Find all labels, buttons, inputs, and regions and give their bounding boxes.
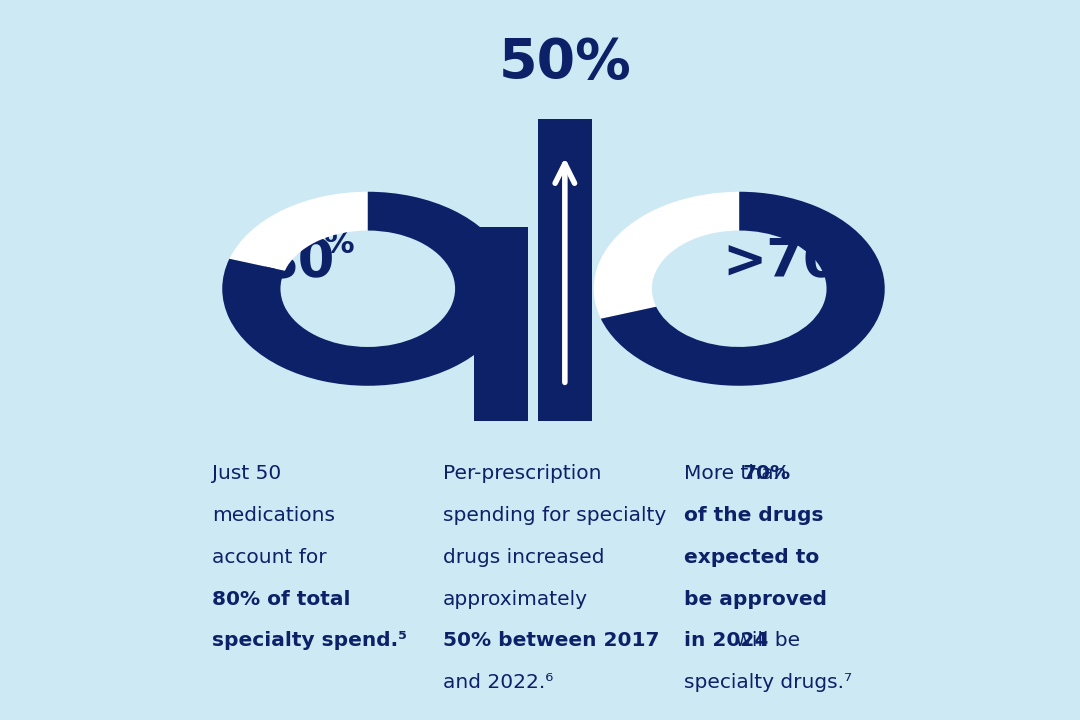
Text: 70%: 70% <box>743 464 792 483</box>
Text: %: % <box>324 230 354 259</box>
Text: medications: medications <box>213 506 336 525</box>
Text: specialty spend.⁵: specialty spend.⁵ <box>213 631 407 650</box>
Text: 50%: 50% <box>499 36 632 90</box>
Text: will be: will be <box>729 631 800 650</box>
Text: account for: account for <box>213 548 327 567</box>
Text: >70: >70 <box>723 237 840 289</box>
Text: of the drugs: of the drugs <box>684 506 823 525</box>
Text: be approved: be approved <box>684 590 827 608</box>
Bar <box>474 227 528 421</box>
Text: Just 50: Just 50 <box>213 464 282 483</box>
Bar <box>538 119 592 421</box>
Text: 80% of total: 80% of total <box>213 590 351 608</box>
Text: expected to: expected to <box>684 548 820 567</box>
Text: %: % <box>807 230 837 259</box>
Text: specialty drugs.⁷: specialty drugs.⁷ <box>684 673 852 692</box>
Text: in 2024: in 2024 <box>684 631 768 650</box>
Text: approximately: approximately <box>443 590 588 608</box>
Text: 50% between 2017: 50% between 2017 <box>443 631 659 650</box>
Text: and 2022.⁶: and 2022.⁶ <box>443 673 553 692</box>
Text: 80: 80 <box>262 237 336 289</box>
Text: spending for specialty: spending for specialty <box>443 506 666 525</box>
Text: drugs increased: drugs increased <box>443 548 605 567</box>
Text: Per-prescription: Per-prescription <box>443 464 602 483</box>
Text: More than: More than <box>684 464 793 483</box>
